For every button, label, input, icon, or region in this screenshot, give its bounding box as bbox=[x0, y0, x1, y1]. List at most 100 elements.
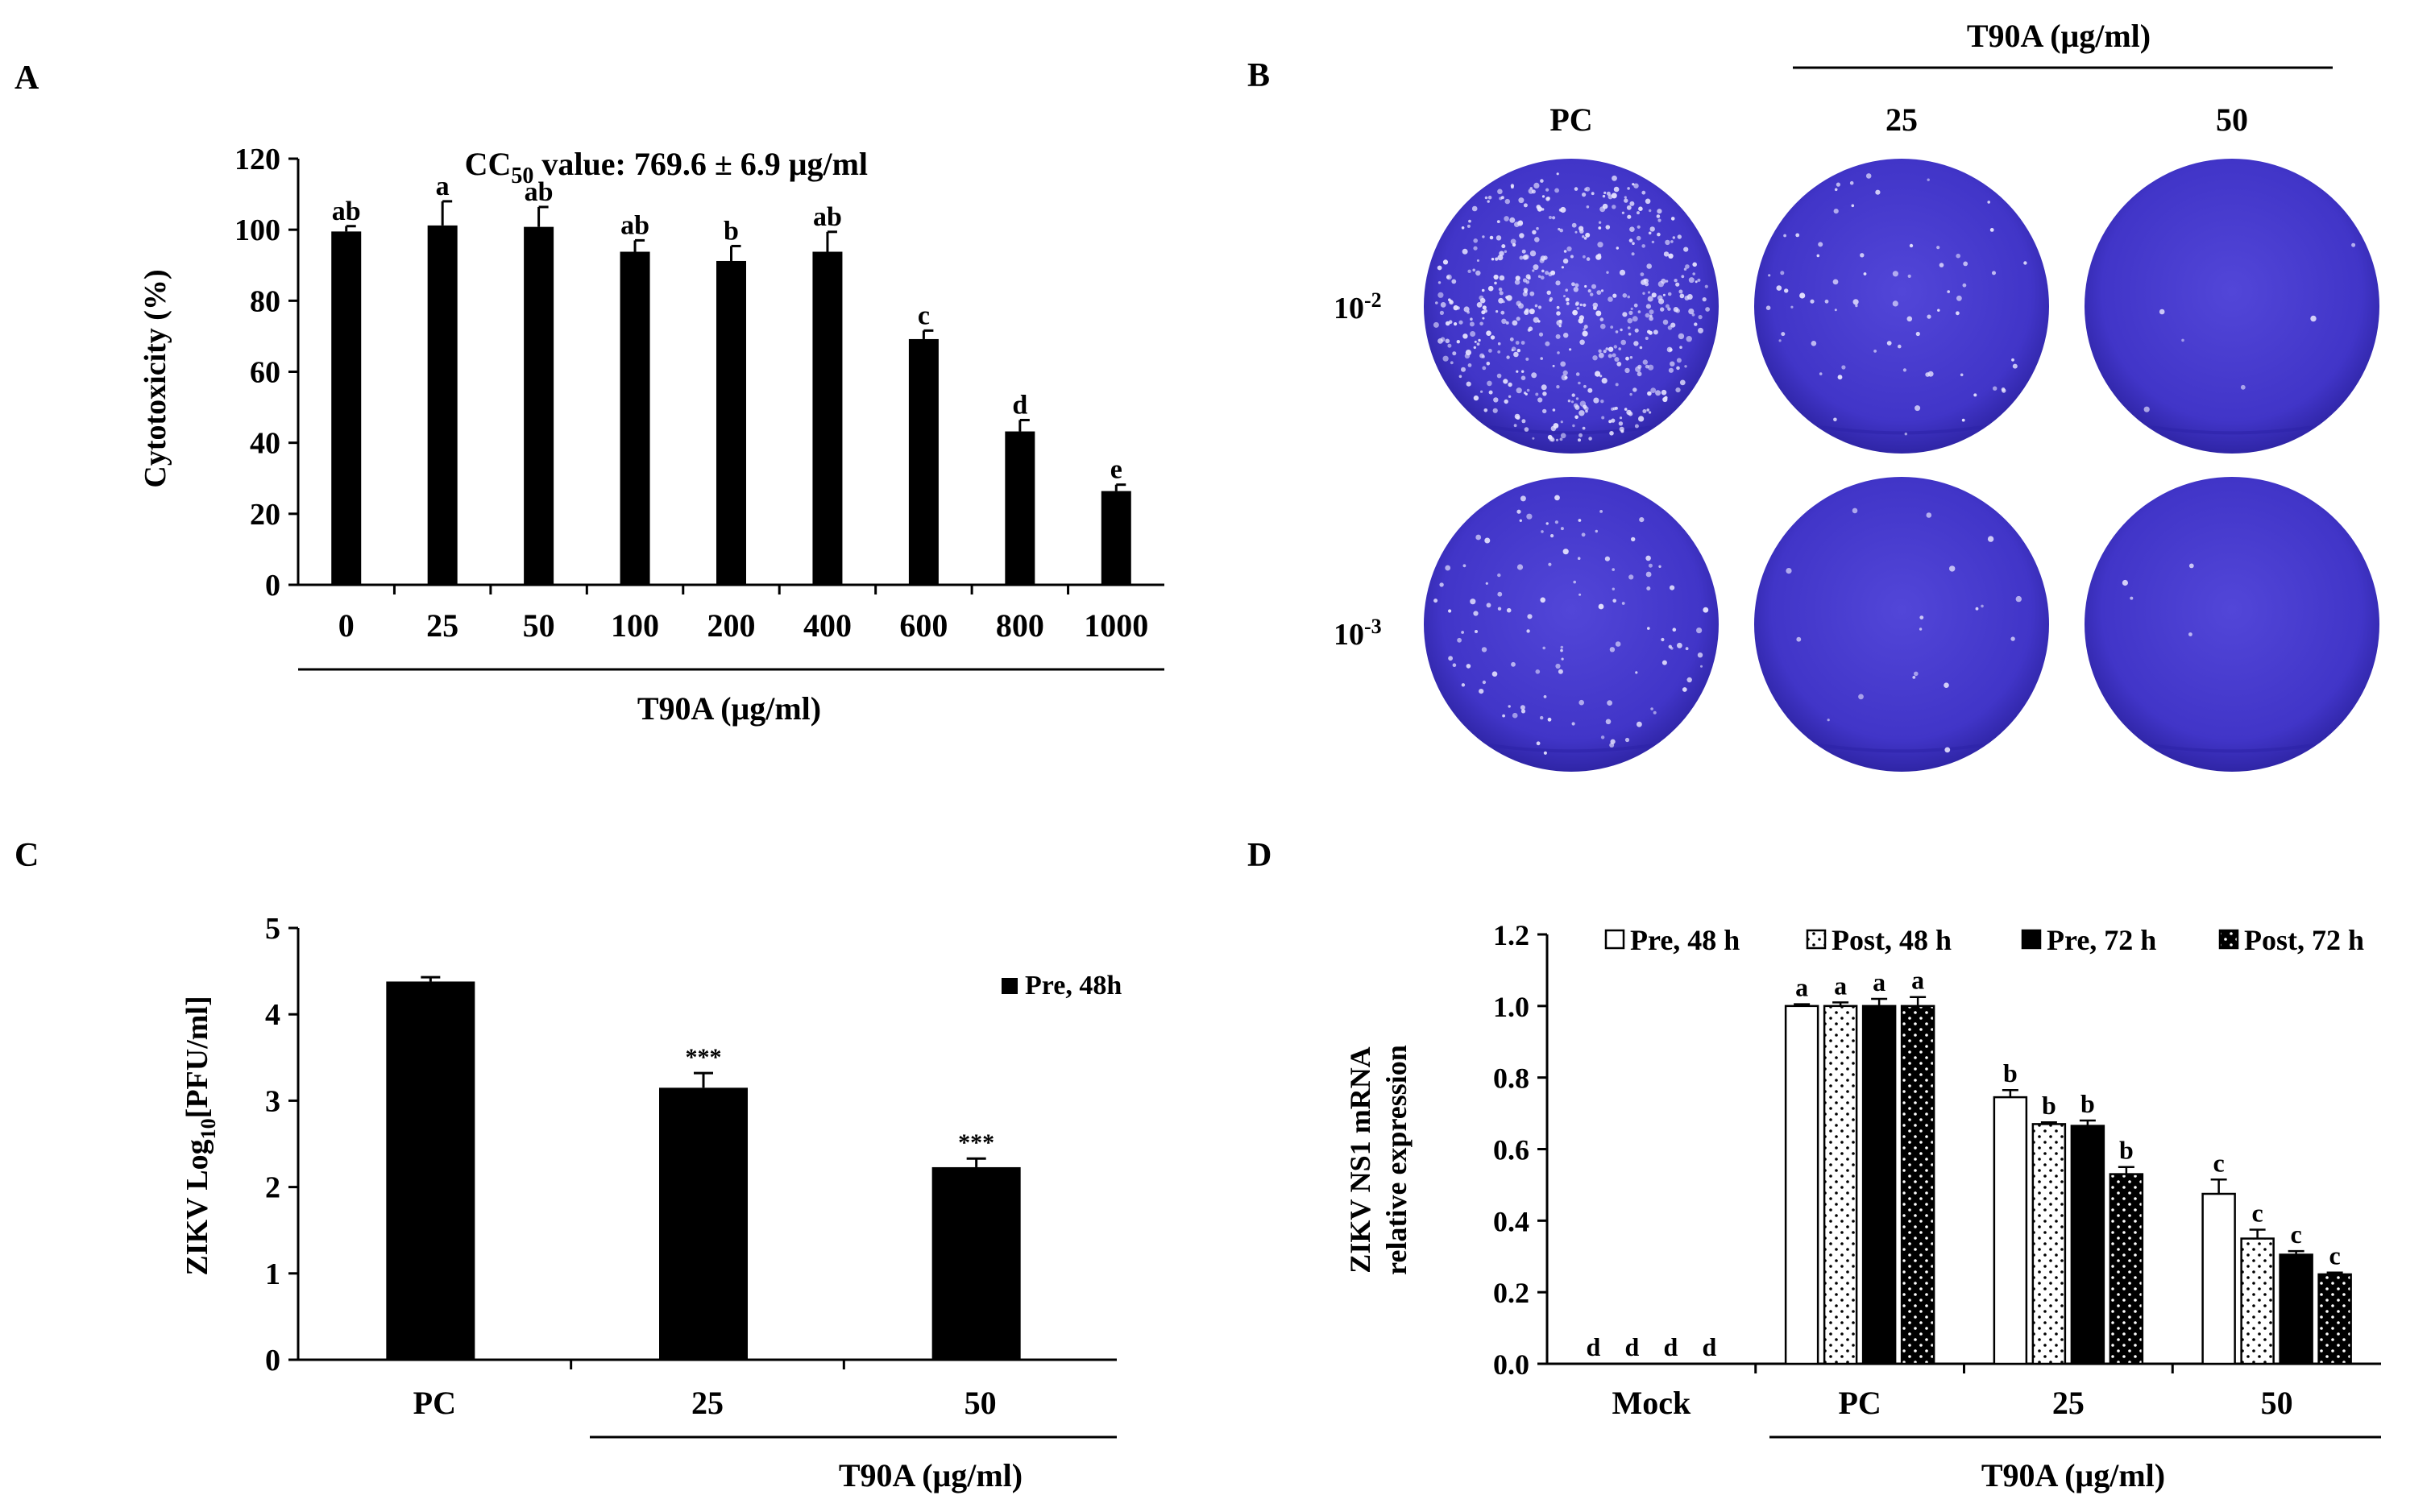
plaque-spot bbox=[1590, 292, 1594, 296]
plaque-spot bbox=[1661, 389, 1667, 396]
plaque-spot bbox=[1481, 288, 1485, 292]
plaque-spot bbox=[1618, 421, 1624, 426]
plaque-spot bbox=[1490, 335, 1496, 340]
plaque-spot bbox=[1433, 599, 1438, 603]
plaque-spot bbox=[1645, 198, 1651, 205]
plaque-spot bbox=[1610, 325, 1614, 329]
plaque-spot bbox=[2015, 595, 2022, 603]
plaque-spot bbox=[1647, 291, 1651, 294]
plaque-spot bbox=[1487, 285, 1494, 292]
plaque-spot bbox=[1586, 205, 1590, 209]
plaque-spot bbox=[1608, 420, 1612, 424]
plaque-spot bbox=[1575, 372, 1580, 376]
panel-c-y-tick-label: 4 bbox=[265, 998, 280, 1032]
plaque-spot bbox=[1873, 350, 1877, 353]
plaque-spot bbox=[1461, 226, 1465, 230]
plaque-spot bbox=[1615, 641, 1621, 647]
plaque-spot bbox=[1587, 387, 1593, 393]
plaque-spot bbox=[1657, 209, 1662, 214]
plaque-spot bbox=[1523, 203, 1528, 208]
plaque-spot bbox=[1665, 304, 1670, 309]
plaque-spot bbox=[1529, 309, 1535, 315]
plaque-spot bbox=[1663, 251, 1670, 257]
plaque-spot bbox=[1833, 209, 1839, 214]
panel-a-y-tick-label: 60 bbox=[250, 356, 280, 390]
plaque-spot bbox=[1914, 671, 1919, 677]
plaque-spot bbox=[1610, 739, 1616, 744]
plaque-spot bbox=[1537, 275, 1541, 278]
plaque-spot bbox=[1810, 299, 1815, 304]
panel-c-x-tick-label: PC bbox=[413, 1385, 456, 1421]
plaque-spot bbox=[1667, 307, 1671, 311]
plate-rim-shadow bbox=[1820, 744, 1983, 753]
panel-d-y-tick-label: 0.2 bbox=[1493, 1277, 1529, 1309]
plaque-spot bbox=[1480, 390, 1483, 393]
plaque-spot bbox=[1898, 344, 1902, 349]
plaque-spot bbox=[1479, 321, 1483, 326]
plate-rim-shadow bbox=[1490, 744, 1653, 753]
plaque-spot bbox=[1570, 400, 1574, 404]
plaque-spot bbox=[1645, 337, 1649, 340]
plaque-spot bbox=[1776, 285, 1782, 291]
plaque-spot bbox=[1482, 680, 1487, 685]
plaque-spot bbox=[1627, 326, 1631, 329]
plaque-spot bbox=[1504, 250, 1508, 253]
plaque-spot bbox=[1892, 300, 1898, 307]
plaque-spot bbox=[1947, 290, 1950, 293]
plaque-spot bbox=[1529, 250, 1537, 257]
panel-c-y-tick-label: 5 bbox=[265, 912, 280, 946]
plaque-spot bbox=[1550, 270, 1556, 275]
plaque-spot bbox=[2181, 338, 2184, 342]
plaque-plate bbox=[1754, 477, 2049, 772]
plaque-spot bbox=[1562, 258, 1569, 264]
plaque-spot bbox=[1818, 242, 1823, 247]
plaque-spot bbox=[1462, 248, 1468, 255]
plaque-spot bbox=[1579, 339, 1585, 346]
plaque-spot bbox=[1598, 221, 1602, 224]
plaque-spot bbox=[1669, 348, 1673, 352]
plaque-spot bbox=[1469, 321, 1475, 327]
plaque-spot bbox=[1527, 328, 1531, 332]
plaque-spot bbox=[1575, 397, 1579, 400]
panel-d-y-tick-label: 0.4 bbox=[1493, 1205, 1529, 1237]
plaque-spot bbox=[1634, 424, 1639, 429]
plaque-spot bbox=[1597, 242, 1603, 248]
plaque-spot bbox=[1653, 710, 1657, 715]
plaque-spot bbox=[1612, 568, 1615, 571]
plaque-spot bbox=[1852, 299, 1859, 305]
plaque-spot bbox=[1705, 307, 1711, 312]
plaque-spot bbox=[1661, 278, 1666, 284]
plaque-spot bbox=[1765, 305, 1771, 311]
plaque-spot bbox=[1486, 330, 1491, 337]
plaque-spot bbox=[1541, 195, 1545, 198]
plate-rim-shadow bbox=[2151, 425, 2313, 435]
plaque-spot bbox=[1937, 309, 1940, 312]
plaque-spot bbox=[1628, 310, 1633, 315]
panel-a-y-tick-label: 100 bbox=[234, 213, 280, 247]
plaque-spot bbox=[1962, 283, 1967, 288]
plaque-spot bbox=[1514, 222, 1520, 227]
plaque-spot bbox=[1516, 387, 1522, 394]
plaque-spot bbox=[1633, 341, 1639, 346]
plaque-spot bbox=[1497, 607, 1502, 611]
plaque-spot bbox=[1599, 510, 1603, 513]
plaque-spot bbox=[1612, 293, 1617, 298]
panel-a-x-tick-label: 200 bbox=[707, 607, 756, 644]
panel-a-x-tick-label: 800 bbox=[996, 607, 1044, 644]
plaque-spot bbox=[2011, 358, 2014, 362]
panel-d-bar bbox=[1861, 1005, 1897, 1365]
plaque-spot bbox=[1560, 433, 1566, 439]
panel-d-x-tick-label: 25 bbox=[2052, 1385, 2085, 1421]
plaque-spot bbox=[1574, 404, 1580, 410]
plaque-spot bbox=[1963, 261, 1968, 267]
plaque-spot bbox=[1556, 385, 1560, 389]
plaque-plate bbox=[2085, 477, 2379, 772]
panel-d-y-axis-label-line1: ZIKV NS1 mRNA bbox=[1344, 1046, 1376, 1273]
plaque-spot bbox=[1525, 280, 1530, 284]
plaque-spot bbox=[1537, 320, 1541, 323]
panel-d-bar bbox=[2279, 1253, 2313, 1365]
plaque-spot bbox=[1598, 603, 1604, 610]
plaque-spot bbox=[1571, 222, 1577, 228]
